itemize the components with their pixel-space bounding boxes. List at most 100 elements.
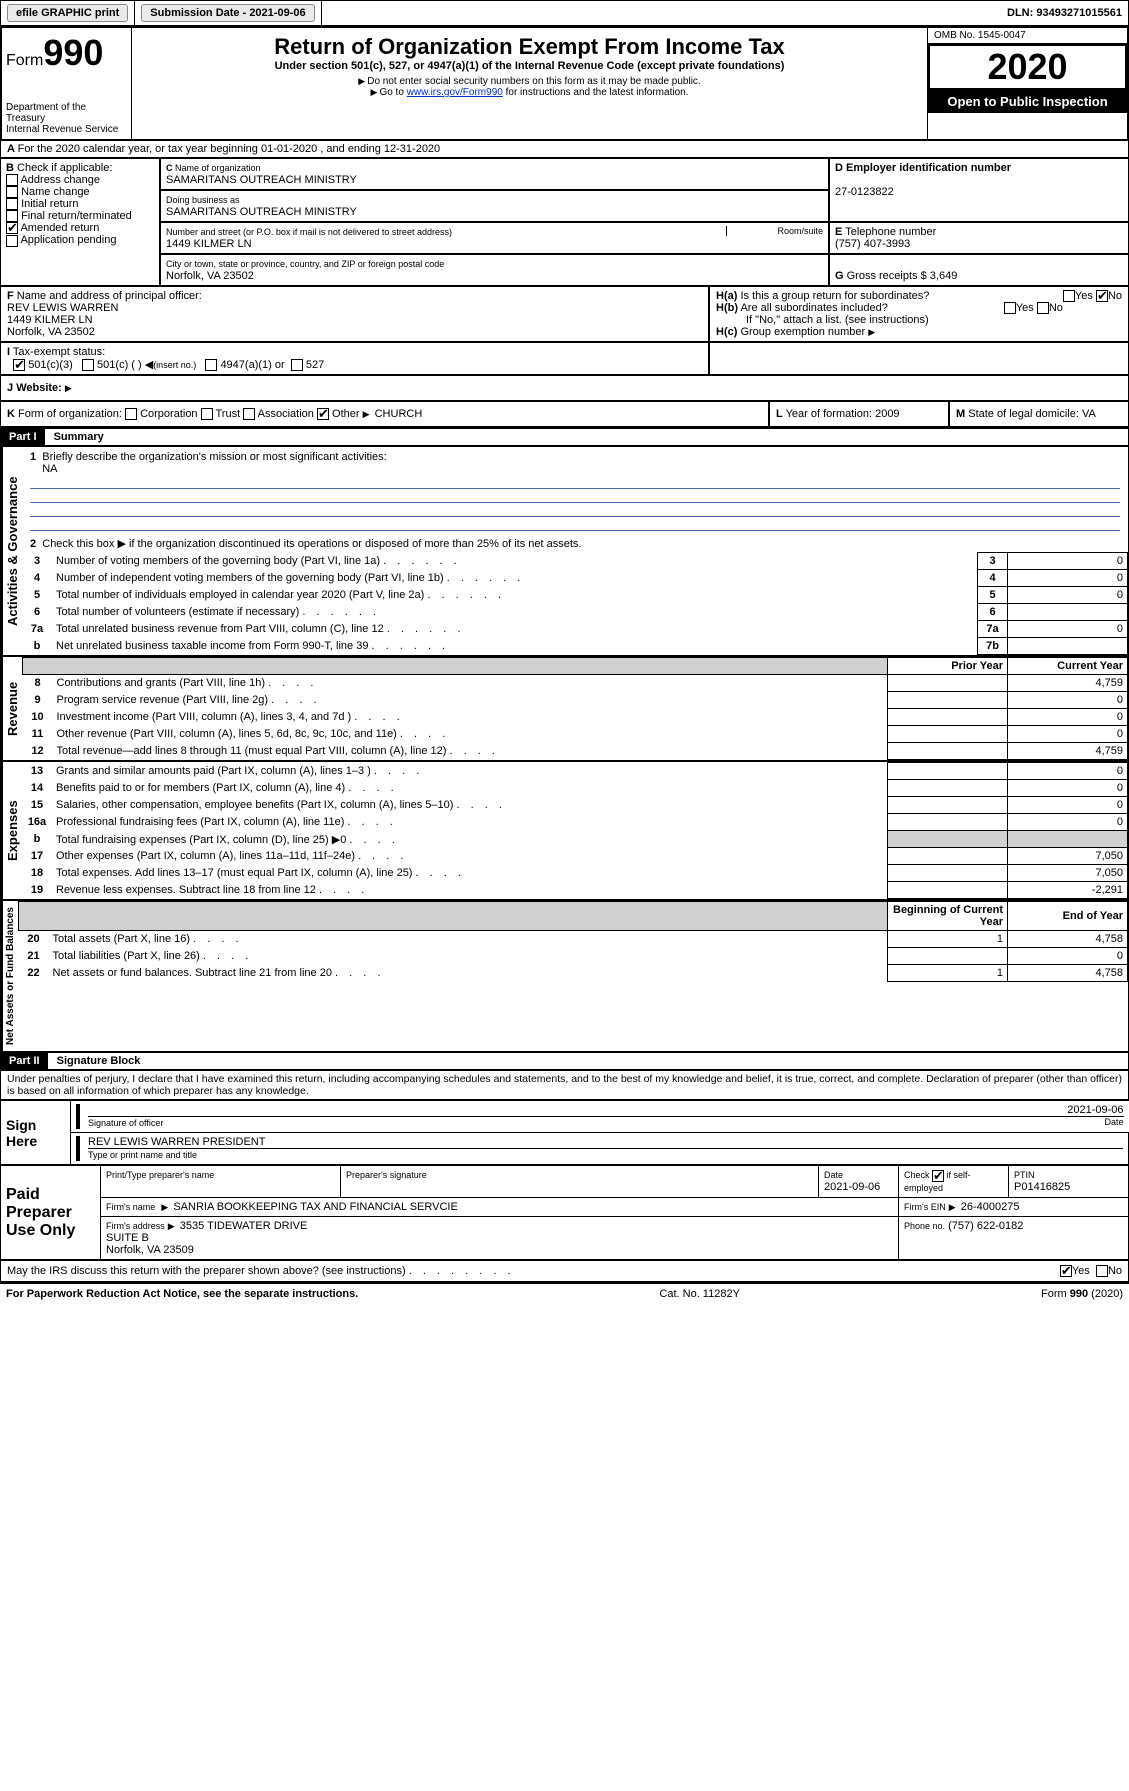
firm-ein: 26-4000275	[961, 1201, 1020, 1213]
check-assoc[interactable]	[243, 408, 255, 420]
ha-yes[interactable]	[1063, 290, 1075, 302]
row-num: 7a	[22, 621, 52, 638]
row-num: 11	[23, 726, 53, 743]
row-num: 15	[22, 797, 52, 814]
pra-notice: For Paperwork Reduction Act Notice, see …	[6, 1288, 358, 1300]
vlabel-netassets: Net Assets or Fund Balances	[1, 901, 18, 1051]
row-label: Net unrelated business taxable income fr…	[52, 638, 978, 655]
gross-label: Gross receipts $	[847, 270, 927, 282]
prior-val	[888, 814, 1008, 831]
row-box: 4	[978, 570, 1008, 587]
hb-no[interactable]	[1037, 302, 1049, 314]
discuss-row: May the IRS discuss this return with the…	[0, 1260, 1129, 1282]
col-current: Current Year	[1008, 658, 1128, 675]
row-num: 12	[23, 743, 53, 760]
check-trust[interactable]	[201, 408, 213, 420]
row-box: 5	[978, 587, 1008, 604]
row-label: Total expenses. Add lines 13–17 (must eq…	[52, 865, 888, 882]
prior-val	[888, 797, 1008, 814]
tax-period: A For the 2020 calendar year, or tax yea…	[0, 141, 1129, 158]
check-other[interactable]	[317, 408, 329, 420]
current-val: 0	[1008, 948, 1128, 965]
row-num: 6	[22, 604, 52, 621]
row-label: Revenue less expenses. Subtract line 18 …	[52, 882, 888, 899]
firm-name: SANRIA BOOKKEEPING TAX AND FINANCIAL SER…	[173, 1201, 457, 1213]
row-val	[1008, 604, 1128, 621]
discuss-yes[interactable]	[1060, 1265, 1072, 1277]
org-name: SAMARITANS OUTREACH MINISTRY	[166, 174, 357, 186]
sign-here: Sign Here	[1, 1101, 71, 1165]
check-self-employed[interactable]	[932, 1170, 944, 1182]
row-label: Grants and similar amounts paid (Part IX…	[52, 763, 888, 780]
check-corp[interactable]	[125, 408, 137, 420]
prior-val	[888, 882, 1008, 899]
tax-year: 2020	[928, 44, 1127, 90]
row-label: Total unrelated business revenue from Pa…	[52, 621, 978, 638]
current-val: 0	[1008, 780, 1128, 797]
submission-date: Submission Date - 2021-09-06	[135, 1, 321, 25]
room-label: Room/suite	[726, 226, 823, 236]
form-ref: Form 990 (2020)	[1041, 1288, 1123, 1300]
sig-officer-label: Signature of officer	[88, 1118, 163, 1128]
boxB-label: Check if applicable:	[17, 162, 112, 174]
group-return-label: Is this a group return for subordinates?	[740, 290, 929, 302]
discuss-no[interactable]	[1096, 1265, 1108, 1277]
firm-ein-label: Firm's EIN	[904, 1202, 946, 1212]
check-4947[interactable]	[205, 359, 217, 371]
officer-label: Name and address of principal officer:	[17, 290, 202, 302]
vlabel-revenue: Revenue	[1, 657, 22, 760]
efile-label: efile GRAPHIC print	[1, 1, 135, 25]
efile-btn[interactable]: efile GRAPHIC print	[7, 4, 128, 22]
row-label: Benefits paid to or for members (Part IX…	[52, 780, 888, 797]
ptin-value: P01416825	[1014, 1181, 1070, 1193]
prior-val	[888, 726, 1008, 743]
part2-title: Signature Block	[51, 1053, 147, 1069]
check-address[interactable]	[6, 174, 18, 186]
hint-goto: Go to www.irs.gov/Form990 for instructio…	[138, 87, 921, 98]
mission-label: Briefly describe the organization's miss…	[42, 451, 386, 463]
row-label: Other revenue (Part VIII, column (A), li…	[53, 726, 888, 743]
form-org-label: Form of organization:	[18, 408, 122, 420]
top-toolbar: efile GRAPHIC print Submission Date - 20…	[0, 0, 1129, 26]
row-box: 7a	[978, 621, 1008, 638]
check-amended[interactable]	[6, 222, 18, 234]
prior-val	[888, 848, 1008, 865]
check-501c[interactable]	[82, 359, 94, 371]
current-val: 7,050	[1008, 848, 1128, 865]
open-to-public: Open to Public Inspection	[928, 90, 1127, 113]
row-box: 3	[978, 553, 1008, 570]
check-namechange[interactable]	[6, 186, 18, 198]
check-527[interactable]	[291, 359, 303, 371]
dln: DLN: 93493271015561	[1001, 4, 1128, 22]
current-val: -2,291	[1008, 882, 1128, 899]
ha-no[interactable]	[1096, 290, 1108, 302]
row-num: 5	[22, 587, 52, 604]
row-num: 10	[23, 709, 53, 726]
row-box: 7b	[978, 638, 1008, 655]
check-initial[interactable]	[6, 198, 18, 210]
irs-link[interactable]: www.irs.gov/Form990	[407, 87, 503, 98]
row-label: Program service revenue (Part VIII, line…	[53, 692, 888, 709]
row-num: 22	[19, 965, 49, 982]
form-990-number: 990	[43, 32, 103, 73]
hint-ssn: Do not enter social security numbers on …	[138, 76, 921, 87]
firm-name-label: Firm's name	[106, 1202, 155, 1212]
vlabel-governance: Activities & Governance	[1, 447, 22, 655]
page-footer: For Paperwork Reduction Act Notice, see …	[0, 1282, 1129, 1304]
row-label: Salaries, other compensation, employee b…	[52, 797, 888, 814]
prior-val	[888, 675, 1008, 692]
check-501c3[interactable]	[13, 359, 25, 371]
row-val: 0	[1008, 621, 1128, 638]
paid-preparer: Paid Preparer Use Only	[1, 1166, 101, 1260]
netassets-table: Beginning of Current YearEnd of Year 20 …	[18, 901, 1128, 982]
revenue-table: Prior YearCurrent Year 8 Contributions a…	[22, 657, 1128, 760]
hb-yes[interactable]	[1004, 302, 1016, 314]
row-num: 9	[23, 692, 53, 709]
prior-val	[888, 709, 1008, 726]
current-val: 0	[1008, 763, 1128, 780]
row-label: Contributions and grants (Part VIII, lin…	[53, 675, 888, 692]
part1-header: Part I	[1, 429, 45, 445]
prior-val	[888, 780, 1008, 797]
row-num: 16a	[22, 814, 52, 831]
row-num: 4	[22, 570, 52, 587]
